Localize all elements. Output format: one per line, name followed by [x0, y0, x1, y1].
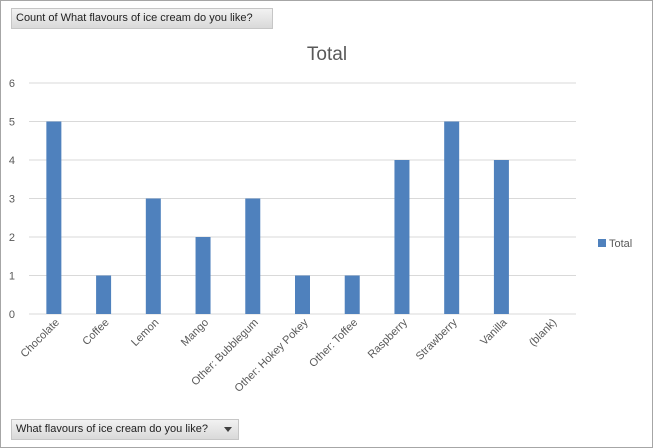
bar: [344, 275, 360, 314]
bar: [195, 237, 211, 314]
legend: Total: [598, 238, 632, 250]
x-tick-label: Vanilla: [478, 316, 510, 348]
axis-field-dropdown[interactable]: What flavours of ice cream do you like?: [11, 419, 239, 440]
chevron-down-icon[interactable]: [224, 427, 232, 432]
x-tick-label: Mango: [179, 317, 211, 349]
value-field-label: Count of What flavours of ice cream do y…: [16, 12, 253, 24]
bars: [46, 121, 509, 314]
y-tick-label: 0: [9, 309, 15, 321]
y-tick-label: 5: [9, 117, 15, 129]
x-tick-label: Other: Toffee: [307, 317, 360, 370]
chart-title: Total: [307, 44, 347, 65]
y-tick-label: 2: [9, 232, 15, 244]
bar: [444, 121, 460, 314]
bar: [295, 275, 310, 314]
bar: [493, 160, 509, 314]
x-tick-label: Coffee: [80, 317, 111, 348]
bar: [46, 121, 62, 314]
y-tick-label: 6: [9, 78, 15, 90]
value-field-button[interactable]: Count of What flavours of ice cream do y…: [11, 8, 273, 29]
bar: [96, 275, 112, 314]
x-tick-label: Raspberry: [366, 316, 411, 361]
y-axis-ticks: 0 1 2 3 4 5 6: [9, 78, 15, 321]
y-tick-label: 1: [9, 271, 15, 283]
bar: [245, 198, 261, 314]
bar: [145, 198, 161, 314]
x-tick-label: Lemon: [129, 317, 161, 349]
bar: [394, 160, 410, 314]
legend-label: Total: [609, 238, 632, 250]
y-tick-label: 4: [9, 155, 15, 167]
axis-field-label: What flavours of ice cream do you like?: [16, 423, 208, 435]
x-tick-label: Chocolate: [18, 317, 62, 361]
x-tick-label: Strawberry: [414, 316, 460, 362]
legend-swatch: [598, 239, 606, 247]
x-tick-label: (blank): [527, 317, 559, 349]
y-tick-label: 3: [9, 194, 15, 206]
